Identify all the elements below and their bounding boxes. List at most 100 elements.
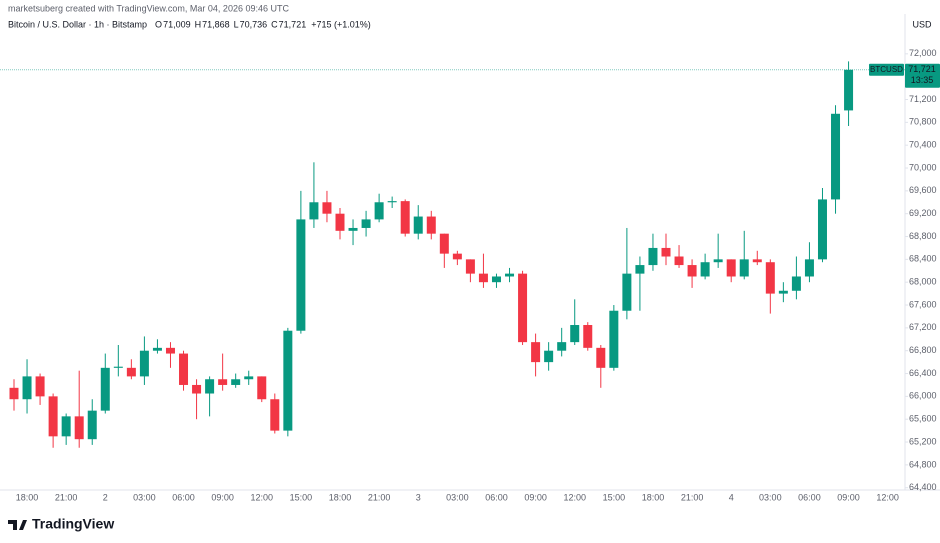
legend-label: O [155, 19, 162, 29]
candle-body [244, 376, 254, 380]
symbol-tag [869, 63, 904, 76]
y-tick-label: 69,200 [909, 208, 937, 218]
candle-body [283, 330, 293, 431]
candle-body [713, 259, 723, 263]
price-tag [905, 63, 940, 88]
currency: USD [912, 19, 932, 29]
y-tick-label: 66,000 [909, 391, 937, 401]
candle-body [465, 259, 475, 274]
candle-body [791, 276, 801, 291]
legend-value: 71,868 [202, 19, 230, 29]
y-tick-label: 64,800 [909, 459, 937, 469]
y-tick-label: 65,600 [909, 414, 937, 424]
candle-body [139, 350, 149, 377]
candle-body [518, 273, 528, 343]
x-tick-label: 06:00 [172, 492, 195, 502]
x-tick-label: 3 [416, 492, 421, 502]
x-tick-label: 4 [729, 492, 734, 502]
x-tick-label: 06:00 [798, 492, 821, 502]
x-tick-label: 03:00 [133, 492, 156, 502]
x-tick-label: 21:00 [368, 492, 391, 502]
x-tick-label: 12:00 [876, 492, 899, 502]
candle-body [609, 310, 619, 368]
x-tick-label: 06:00 [485, 492, 508, 502]
x-tick-label: 12:00 [563, 492, 586, 502]
candle-body [765, 262, 775, 294]
x-tick-label: 18:00 [329, 492, 352, 502]
candle-body [648, 247, 658, 266]
attribution: marketsuberg created with TradingView.co… [8, 3, 289, 13]
candle-body [635, 265, 645, 274]
candle-body [817, 199, 827, 260]
candle-body [778, 290, 788, 294]
candle-body [439, 233, 449, 254]
x-tick-label: 15:00 [603, 492, 626, 502]
x-tick-label: 21:00 [681, 492, 704, 502]
legend-label: H [195, 19, 202, 29]
candle-body [531, 342, 541, 363]
candle-body [165, 347, 175, 354]
candle-body [270, 399, 280, 431]
candle-body [126, 367, 136, 377]
y-tick-label: 70,400 [909, 140, 937, 150]
y-tick-label: 69,600 [909, 185, 937, 195]
symbol-tag-text: BTCUSD [870, 65, 903, 74]
candle-body [374, 202, 384, 220]
x-tick-label: 15:00 [290, 492, 313, 502]
legend-label: L [234, 19, 239, 29]
candle-body [335, 213, 345, 231]
y-tick-label: 68,000 [909, 277, 937, 287]
candle-body [596, 347, 606, 368]
y-tick-label: 72,000 [909, 48, 937, 58]
y-tick-label: 68,800 [909, 231, 937, 241]
candle-body [831, 113, 841, 200]
candle-body [322, 202, 332, 214]
candle-body [35, 376, 45, 397]
legend-value: 71,721 [279, 19, 307, 29]
candle-body [257, 376, 267, 400]
candle-body [452, 253, 462, 260]
candle-body [22, 376, 32, 400]
candle-body [557, 342, 567, 351]
candle-body [426, 216, 436, 234]
candle-body [739, 259, 749, 277]
candle-body [309, 202, 319, 220]
x-tick-label: 03:00 [446, 492, 469, 502]
logo: TradingView [8, 516, 114, 532]
candle-body [74, 416, 84, 440]
legend-label: C [271, 19, 278, 29]
candle-body [544, 350, 554, 363]
candle-body [674, 256, 684, 266]
candle-body [113, 366, 123, 368]
logo-icon [8, 520, 27, 530]
y-tick-label: 67,600 [909, 299, 937, 309]
candle-body [491, 276, 501, 283]
candle-body [61, 416, 71, 437]
candle-body [231, 379, 241, 385]
symbol: Bitcoin / U.S. Dollar · 1h · Bitstamp [8, 19, 147, 29]
candle-body [752, 259, 762, 263]
candle-body [100, 367, 110, 411]
candle-body [478, 273, 488, 283]
candle-body [570, 325, 580, 343]
candle-body [348, 227, 358, 231]
x-tick-label: 2 [103, 492, 108, 502]
price-tag-countdown: 13:35 [911, 75, 934, 85]
x-tick-label: 03:00 [759, 492, 782, 502]
y-tick-label: 66,400 [909, 368, 937, 378]
candle-body [661, 247, 671, 257]
candle-body [583, 325, 593, 348]
candle-body [361, 219, 371, 228]
y-tick-label: 64,400 [909, 482, 937, 492]
candle-body [413, 216, 423, 234]
y-tick-label: 67,200 [909, 322, 937, 332]
y-tick-label: 65,200 [909, 436, 937, 446]
logo-text: TradingView [32, 516, 114, 532]
legend-value: 71,009 [163, 19, 191, 29]
candle-body [687, 265, 697, 277]
x-tick-label: 12:00 [250, 492, 273, 502]
candle-body [192, 384, 202, 394]
candle-body [87, 410, 97, 440]
